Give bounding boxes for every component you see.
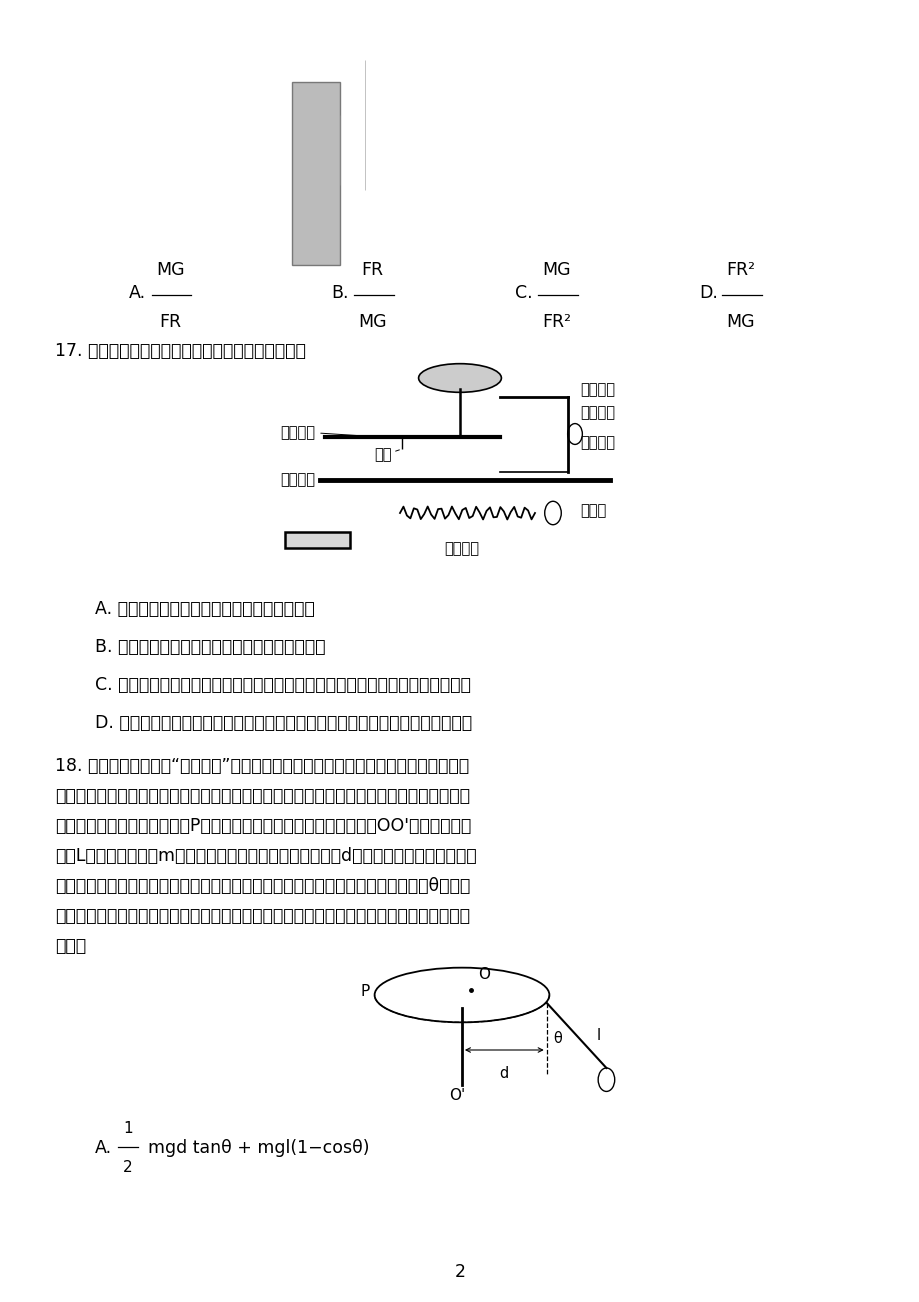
Text: C.: C. <box>515 285 532 302</box>
Text: O: O <box>478 967 490 982</box>
Text: A. 双金属片上层金属的膨胀系数小于下层金属: A. 双金属片上层金属的膨胀系数小于下层金属 <box>95 600 314 618</box>
Text: O': O' <box>448 1088 465 1103</box>
Text: FR: FR <box>361 262 383 279</box>
Text: B. 双金属片温度传感器的作用是控制电路的通断: B. 双金属片温度传感器的作用是控制电路的通断 <box>95 638 325 656</box>
Text: MG: MG <box>541 262 571 279</box>
Text: MG: MG <box>155 262 185 279</box>
Text: D. 常温下，上、下触点分离；温度过高时，双金属片发生弯曲使上、下触点接触: D. 常温下，上、下触点分离；温度过高时，双金属片发生弯曲使上、下触点接触 <box>95 713 471 732</box>
Text: 触点: 触点 <box>374 448 391 462</box>
Text: 双金属片: 双金属片 <box>279 473 314 487</box>
Text: 上，绳子下端连接座椅，人坐在座椅上随转盘旋转而在空中飞旋，若将人和座椅看成质点，: 上，绳子下端连接座椅，人坐在座椅上随转盘旋转而在空中飞旋，若将人和座椅看成质点， <box>55 786 470 805</box>
Text: θ: θ <box>552 1031 562 1047</box>
Ellipse shape <box>418 363 501 392</box>
Text: MG: MG <box>357 312 387 331</box>
Text: D.: D. <box>698 285 718 302</box>
Text: A.: A. <box>129 285 146 302</box>
Text: 简化为如图所示的模型，其中P为处于水平面内的转盘，可绕竖直转轴OO'转动，已知绳: 简化为如图所示的模型，其中P为处于水平面内的转盘，可绕竖直转轴OO'转动，已知绳 <box>55 816 471 835</box>
Text: mgd tanθ + mgl(1−cosθ): mgd tanθ + mgl(1−cosθ) <box>148 1139 369 1157</box>
Text: 弹性铜片: 弹性铜片 <box>279 426 314 440</box>
Text: FR: FR <box>159 312 181 331</box>
Bar <box>285 533 349 548</box>
Text: MG: MG <box>725 312 754 331</box>
Text: A.: A. <box>95 1139 112 1157</box>
Text: d: d <box>499 1065 508 1081</box>
Text: 的功为: 的功为 <box>55 937 86 954</box>
Ellipse shape <box>374 967 549 1022</box>
Bar <box>291 82 340 266</box>
Text: l: l <box>596 1027 600 1043</box>
Text: 空气阴力及绳重，绳子不可伸长，则质点从静止到做匀速圆周运动的过程中，绳子对质点做: 空气阴力及绳重，绳子不可伸长，则质点从静止到做匀速圆周运动的过程中，绳子对质点做 <box>55 907 470 924</box>
Text: 2: 2 <box>123 1160 132 1174</box>
Text: 动，经过一段时间后质点与转盘一起做匀速圆周运动，此时绳与竖直方向的夹角为θ，不计: 动，经过一段时间后质点与转盘一起做匀速圆周运动，此时绳与竖直方向的夹角为θ，不计 <box>55 878 470 894</box>
Text: 17. 如图所示是电燨斗的结构图，下列说法正确的是: 17. 如图所示是电燨斗的结构图，下列说法正确的是 <box>55 342 305 359</box>
Text: 调温旋钮: 调温旋钮 <box>579 383 614 397</box>
Text: C. 需要较高温度燨烫时，要调节调温旋鈕，使升降螺丝下移并推动弹性铜片下移: C. 需要较高温度燨烫时，要调节调温旋鈕，使升降螺丝下移并推动弹性铜片下移 <box>95 676 471 694</box>
Circle shape <box>544 501 561 525</box>
Text: 18. 游乐场中有一种叫“空中飞椅”的设施，其基本装置是将绳子上端固定在转盘的边缘: 18. 游乐场中有一种叫“空中飞椅”的设施，其基本装置是将绳子上端固定在转盘的边… <box>55 756 469 775</box>
Text: 升降螺丝: 升降螺丝 <box>579 405 614 421</box>
Text: 2: 2 <box>454 1263 465 1281</box>
Text: 绝缘支架: 绝缘支架 <box>579 435 614 450</box>
Text: 1: 1 <box>123 1121 132 1137</box>
Text: 电热丝: 电热丝 <box>579 504 606 518</box>
Text: 长为L，质点的质量为m，转盘静止时悬绳与转轴间的距离为d。让转盘由静止逐渐加速转: 长为L，质点的质量为m，转盘静止时悬绳与转轴间的距离为d。让转盘由静止逐渐加速转 <box>55 848 476 865</box>
Text: B.: B. <box>331 285 348 302</box>
Text: FR²: FR² <box>725 262 754 279</box>
Circle shape <box>597 1068 614 1091</box>
Text: FR²: FR² <box>541 312 571 331</box>
Text: 金属底板: 金属底板 <box>444 542 479 556</box>
Circle shape <box>567 423 582 444</box>
Text: P: P <box>360 983 369 999</box>
